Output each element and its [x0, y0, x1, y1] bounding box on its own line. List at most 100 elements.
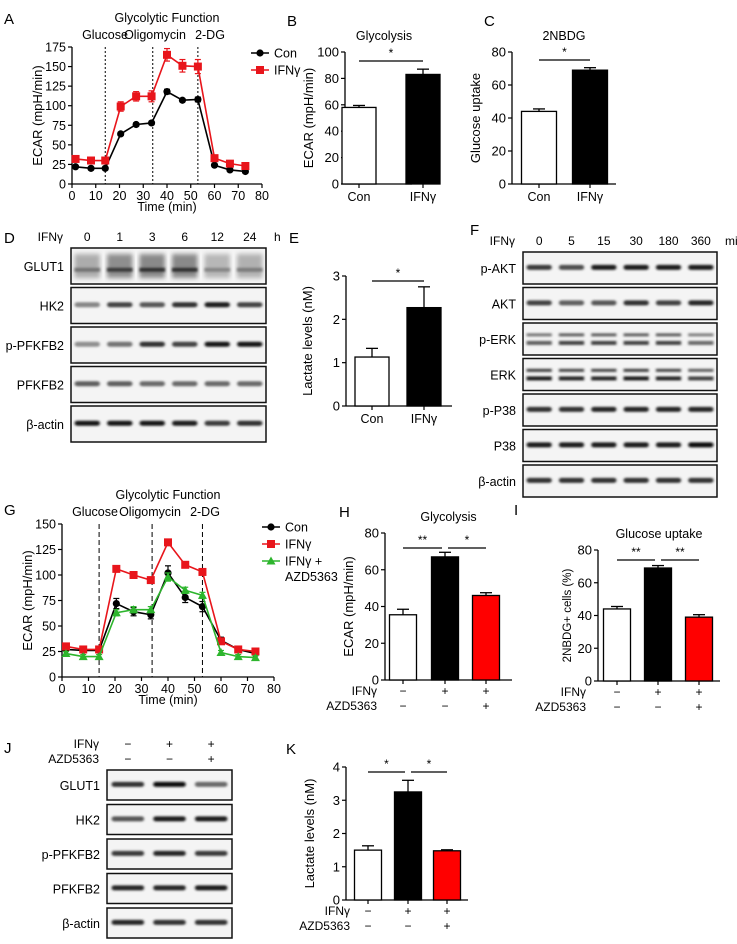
y-tick-label: 60: [325, 97, 339, 112]
marker-circle: [117, 130, 125, 138]
blot-band: [153, 850, 186, 856]
protein-label: β-actin: [62, 917, 100, 931]
x-tick-label: 10: [89, 189, 103, 203]
condition-value: −: [166, 752, 173, 766]
blot-band: [107, 381, 133, 387]
marker-square: [129, 571, 138, 579]
marker-circle: [87, 164, 95, 172]
protein-label: β-actin: [478, 475, 516, 489]
x-tick-label: 40: [160, 189, 174, 203]
blot-membrane: [522, 428, 718, 463]
marker-square: [101, 156, 110, 165]
lane-label: 24: [243, 230, 257, 244]
condition-value: −: [654, 700, 661, 714]
marker-triangle: [216, 648, 226, 657]
y-tick-label: 40: [578, 608, 592, 623]
x-tick-label: 40: [161, 682, 175, 696]
x-axis-label: Time (min): [138, 693, 197, 707]
western-blot-j: IFNγ − + +AZD5363− − +GLUT1HK2p-PFKFB2PFKFB2β…: [42, 737, 233, 939]
condition-value: +: [695, 700, 702, 714]
blot-band: [139, 341, 165, 347]
chart-title: Glycolytic Function: [116, 488, 221, 502]
y-tick-label: 150: [35, 518, 56, 532]
protein-label: p-AKT: [481, 262, 517, 276]
significance-label: **: [675, 545, 685, 559]
blot-band: [237, 420, 263, 426]
blot-band: [74, 254, 100, 278]
blot-band: [591, 477, 617, 483]
condition-value: +: [443, 904, 450, 918]
y-tick-label: 50: [42, 620, 56, 634]
legend: Con IFNγ: [251, 47, 301, 78]
protein-label: β-actin: [26, 418, 64, 432]
y-axis-label: ECAR (mpH/min): [301, 68, 316, 168]
condition-label: IFNγ: [352, 684, 377, 698]
western-blot-f: IFNγ 0 5 15 30 180 360 min p-AKT AKT p-ERK ERK p-P38…: [478, 234, 737, 498]
panel-label-b: B: [287, 13, 297, 30]
blot-band: [591, 442, 617, 448]
blot-band: [623, 333, 649, 337]
blot-band: [655, 376, 682, 381]
y-tick-label: 2: [333, 826, 340, 841]
condition-value: −: [404, 919, 411, 933]
marker-circle: [101, 164, 109, 172]
x-tick-label: 60: [208, 189, 222, 203]
blot-band: [655, 300, 682, 306]
condition-value: −: [613, 700, 620, 714]
condition-value: −: [613, 685, 620, 699]
marker-square: [87, 156, 95, 165]
y-tick-label: 40: [492, 111, 506, 126]
y-tick-label: 20: [492, 144, 506, 159]
blot-band: [591, 376, 617, 381]
blot-row-p38: P38: [494, 428, 718, 463]
marker-square: [225, 159, 234, 168]
x-tick-label: 50: [184, 189, 198, 203]
unit-label: min: [725, 234, 737, 248]
blot-band: [655, 442, 682, 448]
treatment-label: IFNγ: [490, 234, 515, 248]
panel-label-d: D: [4, 230, 15, 247]
condition-value: −: [399, 699, 406, 713]
blot-band: [111, 919, 145, 925]
condition-value: +: [166, 737, 173, 751]
x-tick-label: IFNγ: [410, 190, 437, 204]
blot-band: [237, 267, 263, 272]
blot-row-glut1: GLUT1: [60, 769, 233, 801]
blot-row-pfkfb2: PFKFB2: [53, 872, 233, 905]
x-axis-label: Time (min): [137, 200, 196, 214]
condition-value: +: [654, 685, 661, 699]
blot-row-hk2: HK2: [76, 803, 233, 836]
marker-triangle: [111, 608, 121, 617]
blot-band: [204, 254, 230, 278]
marker-square: [267, 540, 275, 548]
blot-band: [194, 850, 228, 856]
marker-circle: [178, 96, 187, 104]
marker-square: [193, 62, 202, 71]
condition-value: +: [443, 919, 450, 933]
blot-band: [526, 442, 552, 448]
y-tick-label: 60: [365, 562, 379, 577]
significance-label: **: [631, 545, 641, 559]
condition-value: −: [364, 904, 371, 918]
y-tick-label: 50: [52, 138, 66, 152]
bar-1: [388, 614, 418, 681]
blot-band: [237, 381, 263, 387]
panel-label-k: K: [286, 741, 296, 758]
y-tick-label: 100: [317, 45, 339, 60]
panel-label-a: A: [4, 11, 14, 28]
blot-row-glut1: GLUT1: [24, 247, 267, 285]
blot-band: [153, 781, 186, 787]
blot-row-erk: ERK: [490, 357, 718, 392]
significance-label: *: [389, 46, 394, 60]
protein-label: p-PFKFB2: [42, 848, 100, 862]
bar-chart-e: 0 1 2 3 Lactate levels (nM) Con IFNγ *: [300, 266, 452, 426]
bar-1: [520, 110, 558, 185]
marker-square: [61, 642, 70, 651]
marker-square: [147, 92, 156, 101]
bar-3: [471, 594, 501, 681]
blot-band: [111, 885, 145, 891]
marker-triangle: [250, 653, 260, 662]
marker-square: [71, 154, 80, 163]
